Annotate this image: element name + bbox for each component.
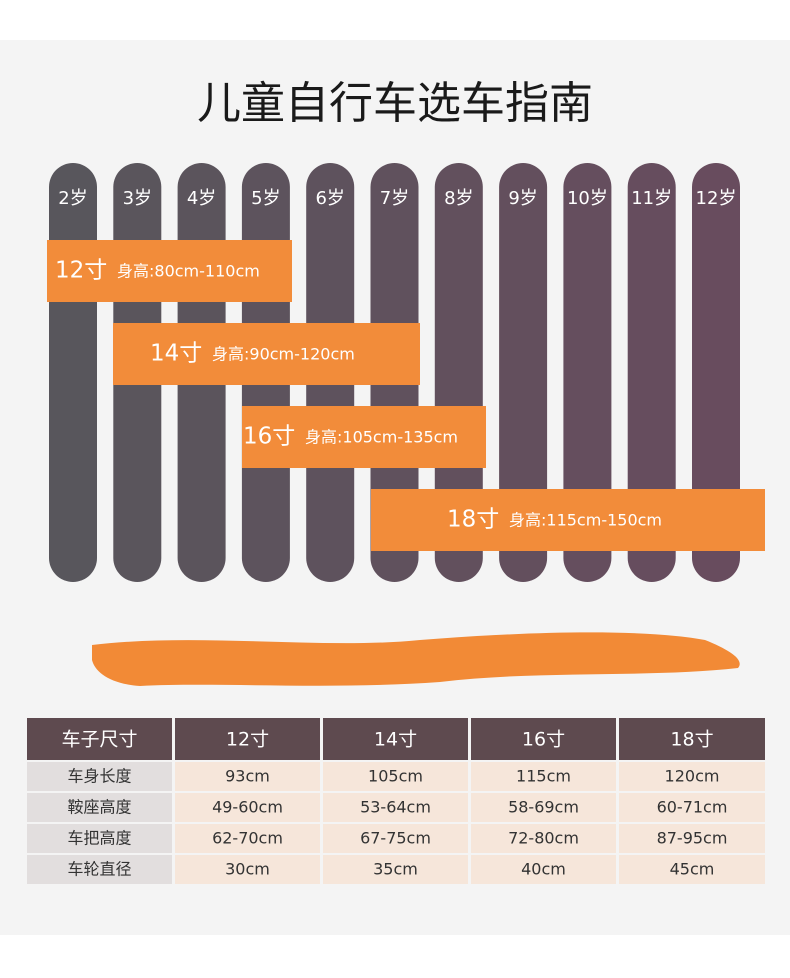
table-cell-text: 60-71cm <box>657 798 728 817</box>
table-cell-text: 62-70cm <box>212 829 283 848</box>
table-cell-text: 93cm <box>225 767 270 786</box>
age-pillar <box>499 163 548 582</box>
table-cell <box>323 824 468 853</box>
table-header-cell <box>619 718 765 760</box>
table-cell <box>471 824 616 853</box>
table-cell-text: 车轮直径 <box>67 860 131 879</box>
table-cell-text: 72-80cm <box>508 829 579 848</box>
size-band <box>47 240 292 302</box>
table-cell <box>323 855 468 884</box>
band-size: 14寸 <box>150 341 202 367</box>
table-cell-text: 67-75cm <box>360 829 431 848</box>
table-cell-text: 115cm <box>516 767 571 786</box>
age-pillar <box>627 163 676 582</box>
table-cell <box>471 762 616 791</box>
table-cell-text: 鞍座高度 <box>67 798 131 817</box>
age-label: 11岁 <box>631 188 672 209</box>
table-cell-text: 105cm <box>368 767 423 786</box>
table-cell <box>619 793 765 822</box>
band-height: 身高:115cm-150cm <box>509 511 662 530</box>
age-label: 10岁 <box>567 188 608 209</box>
table-cell <box>619 824 765 853</box>
table-cell <box>323 793 468 822</box>
size-band <box>371 489 765 551</box>
age-label: 2岁 <box>58 188 87 209</box>
band-size: 12寸 <box>55 258 107 284</box>
table-cell-text: 120cm <box>665 767 720 786</box>
table-cell <box>323 762 468 791</box>
age-pillar <box>692 163 740 582</box>
title: 儿童自行车选车指南 <box>197 78 593 129</box>
table-header-cell <box>323 718 468 760</box>
age-label: 7岁 <box>380 188 409 209</box>
age-label: 8岁 <box>444 188 473 209</box>
table-header-cell <box>27 718 172 760</box>
size-band <box>242 406 486 468</box>
redaction-scribble <box>92 632 740 686</box>
table-cell-text: 87-95cm <box>657 829 728 848</box>
table-cell-text: 58-69cm <box>508 798 579 817</box>
table-cell <box>471 793 616 822</box>
table-cell-text: 40cm <box>521 860 566 879</box>
age-pillar <box>434 163 483 582</box>
table-cell <box>175 762 320 791</box>
table-header-text: 18寸 <box>670 729 713 751</box>
table-header-text: 车子尺寸 <box>61 729 137 751</box>
age-label: 9岁 <box>508 188 537 209</box>
table-header-text: 12寸 <box>226 729 269 751</box>
table-cell <box>27 762 172 791</box>
band-height: 身高:90cm-120cm <box>212 345 355 364</box>
table-cell <box>471 855 616 884</box>
table-cell <box>27 824 172 853</box>
table-cell-text: 30cm <box>225 860 270 879</box>
age-pillar <box>49 163 97 582</box>
table-cell-text: 35cm <box>373 860 418 879</box>
age-label: 12岁 <box>696 188 737 209</box>
age-label: 5岁 <box>251 188 280 209</box>
table-cell-text: 53-64cm <box>360 798 431 817</box>
band-height: 身高:105cm-135cm <box>305 428 458 447</box>
table-header-cell <box>471 718 616 760</box>
table-cell-text: 车把高度 <box>67 829 131 848</box>
age-pillar <box>563 163 612 582</box>
table-cell <box>175 824 320 853</box>
table-header-text: 16寸 <box>522 729 565 751</box>
table-header-text: 14寸 <box>374 729 417 751</box>
table-cell <box>27 855 172 884</box>
age-label: 3岁 <box>123 188 152 209</box>
size-band <box>113 323 420 385</box>
table-cell-text: 49-60cm <box>212 798 283 817</box>
table-cell <box>619 855 765 884</box>
band-height: 身高:80cm-110cm <box>117 262 260 281</box>
table-cell <box>175 793 320 822</box>
age-label: 6岁 <box>315 188 344 209</box>
table-cell-text: 车身长度 <box>67 767 131 786</box>
table-header-cell <box>175 718 320 760</box>
table-cell <box>619 762 765 791</box>
age-label: 4岁 <box>187 188 216 209</box>
table-cell-text: 45cm <box>670 860 715 879</box>
table-cell <box>27 793 172 822</box>
band-size: 16寸 <box>243 424 295 450</box>
table-cell <box>175 855 320 884</box>
band-size: 18寸 <box>447 507 499 533</box>
